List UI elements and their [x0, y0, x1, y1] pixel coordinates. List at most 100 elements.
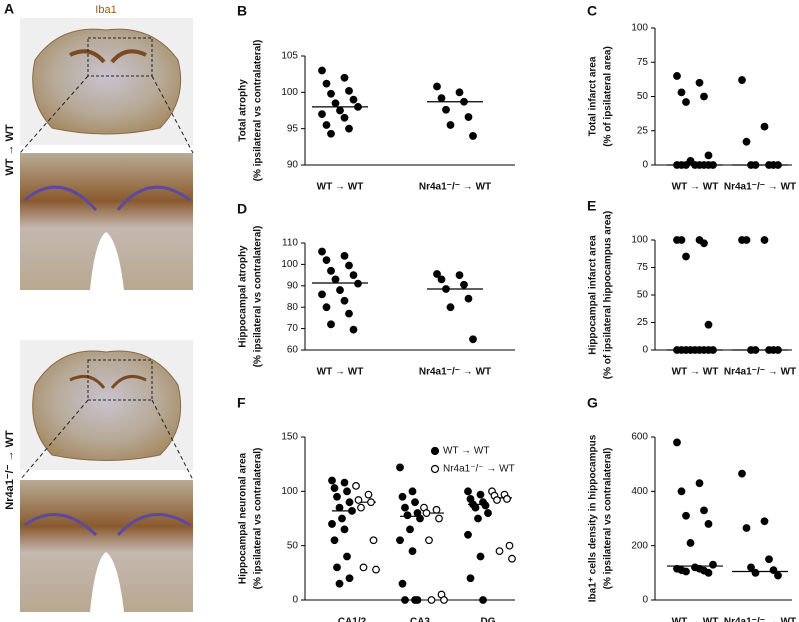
data-point	[751, 346, 760, 354]
row-label: Nr4a1⁻/⁻ → WT	[4, 430, 16, 510]
y-tick-label: 95	[287, 123, 299, 134]
y-tick-label: 100	[281, 259, 298, 270]
data-point	[471, 503, 480, 512]
y-axis-label: (% ipsilateral vs contralateral)	[253, 448, 264, 590]
data-point	[328, 476, 336, 485]
data-point	[774, 161, 782, 169]
data-point	[396, 463, 404, 472]
y-axis-label: (% ipsilateral vs contralateral)	[253, 226, 264, 368]
data-point	[446, 121, 455, 129]
data-point	[340, 251, 349, 260]
y-tick-label: 90	[287, 280, 299, 291]
data-point	[760, 122, 769, 131]
y-axis-label: Hippocampal atrophy	[238, 245, 249, 348]
y-tick-label: 100	[281, 87, 298, 98]
panel-letter: G	[587, 395, 598, 411]
data-point	[408, 487, 417, 496]
data-point	[709, 560, 717, 569]
data-point	[704, 346, 713, 354]
data-point	[742, 137, 751, 146]
data-point	[318, 110, 326, 119]
data-point	[338, 514, 346, 523]
x-tick-label: WT → WT	[317, 182, 364, 193]
data-point	[345, 124, 353, 133]
y-axis-label: (% of ipsilateral hippocampus area)	[603, 211, 614, 379]
data-point	[322, 256, 331, 265]
data-point	[369, 536, 378, 545]
data-point	[318, 66, 326, 75]
data-point	[455, 271, 464, 280]
data-point	[774, 346, 782, 354]
data-point	[704, 161, 713, 169]
y-tick-label: 400	[631, 486, 648, 497]
x-tick-label: Nr4a1⁻/⁻ → WT	[419, 367, 491, 378]
data-point	[440, 596, 448, 604]
data-point	[704, 320, 713, 329]
data-point	[354, 102, 362, 111]
data-point	[446, 303, 455, 312]
y-tick-label: 0	[642, 595, 648, 606]
data-point	[331, 99, 340, 108]
y-tick-label: 70	[287, 323, 299, 334]
data-point	[503, 495, 511, 503]
data-point	[422, 509, 431, 517]
data-point	[322, 79, 331, 88]
data-point	[336, 286, 344, 294]
data-point	[479, 596, 487, 604]
y-axis-label: (% ipsilateral vs contralateral)	[603, 448, 614, 590]
panel-letter: D	[237, 201, 247, 217]
data-point	[425, 536, 433, 545]
data-point	[673, 438, 681, 447]
data-point	[345, 498, 354, 507]
data-point	[345, 309, 353, 318]
y-tick-label: 600	[631, 432, 648, 443]
y-tick-label: 0	[292, 595, 298, 606]
data-point	[455, 88, 464, 97]
panel-letter: B	[237, 3, 247, 19]
data-point	[682, 161, 690, 169]
data-point	[333, 563, 341, 572]
data-point	[704, 520, 713, 528]
y-tick-label: 50	[287, 540, 299, 551]
data-point	[427, 596, 436, 604]
y-axis-label: Iba1⁺ cells density in hippocampus	[588, 434, 599, 602]
data-point	[493, 496, 501, 504]
data-point	[403, 511, 412, 520]
data-point	[435, 514, 443, 523]
data-point	[340, 478, 349, 487]
micrograph-1	[19, 18, 194, 290]
data-point	[437, 94, 446, 103]
data-point	[769, 566, 778, 575]
data-point	[495, 547, 504, 555]
data-point	[336, 106, 344, 115]
data-point	[318, 247, 326, 256]
data-point	[331, 275, 340, 284]
data-point	[765, 555, 773, 564]
data-point	[742, 236, 751, 244]
data-point	[747, 563, 755, 572]
data-point	[327, 89, 335, 98]
data-point	[330, 484, 339, 492]
data-point	[760, 517, 769, 526]
x-tick-label: Nr4a1⁻/⁻ → WT	[724, 617, 796, 622]
data-point	[751, 161, 760, 169]
data-point	[700, 506, 708, 515]
data-point	[682, 252, 690, 261]
data-point	[364, 490, 373, 499]
x-tick-label: Nr4a1⁻/⁻ → WT	[724, 367, 796, 378]
stain-label: Iba1	[95, 4, 116, 16]
y-tick-label: 75	[637, 262, 649, 273]
y-tick-label: 60	[287, 345, 299, 356]
y-tick-label: 100	[281, 486, 298, 497]
data-point	[367, 498, 375, 507]
data-point	[354, 496, 363, 504]
data-point	[335, 503, 344, 512]
data-point	[345, 574, 354, 583]
x-tick-label: Nr4a1⁻/⁻ → WT	[419, 182, 491, 193]
data-point	[354, 279, 362, 288]
data-point	[677, 487, 686, 496]
data-point	[464, 530, 472, 539]
y-tick-label: 25	[637, 317, 649, 328]
panel-letter: A	[4, 1, 14, 17]
data-point	[484, 509, 492, 517]
